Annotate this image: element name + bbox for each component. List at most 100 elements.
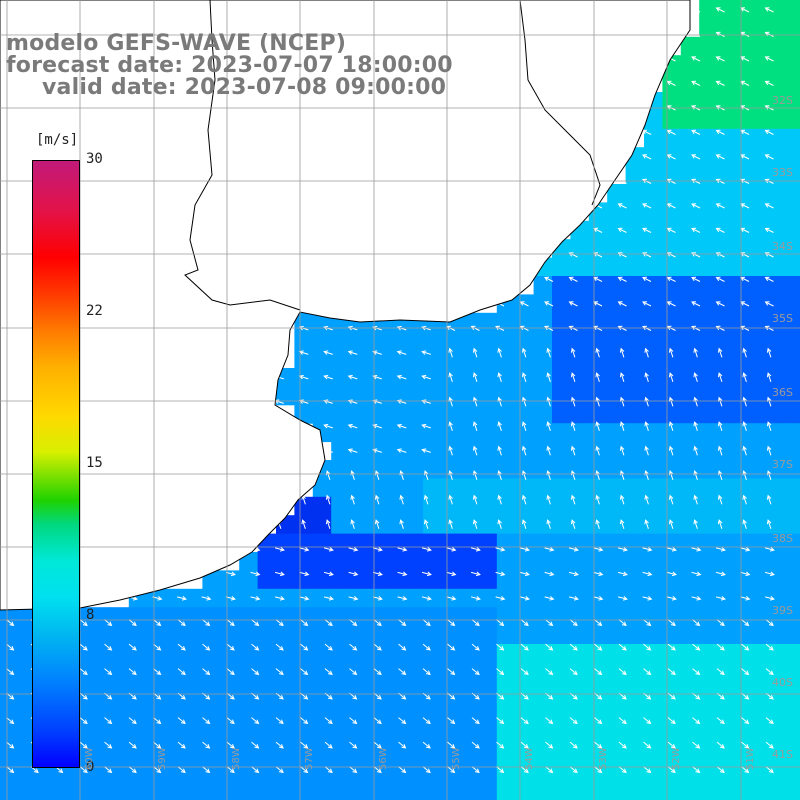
- wind-speed-cell: [772, 515, 792, 535]
- wind-speed-cell: [644, 772, 663, 792]
- wind-arrow: [544, 596, 555, 601]
- wind-arrow-shaft: [691, 32, 701, 37]
- wind-arrow: [397, 547, 408, 552]
- wind-arrow-shaft: [571, 520, 576, 529]
- wind-arrow: [716, 766, 725, 774]
- wind-arrow: [324, 717, 333, 725]
- wind-arrow-shaft: [302, 520, 306, 529]
- wind-arrow: [202, 717, 211, 725]
- wind-arrow-shaft: [79, 717, 88, 724]
- wind-arrow-head: [156, 670, 162, 676]
- wind-arrow-head: [742, 421, 747, 427]
- wind-arrow: [618, 619, 627, 627]
- wind-speed-cell: [368, 625, 387, 645]
- wind-arrow-head: [548, 646, 554, 651]
- wind-speed-cell: [368, 717, 387, 737]
- wind-speed-cell: [754, 73, 774, 93]
- wind-speed-cell: [460, 368, 479, 387]
- wind-arrow-head: [229, 744, 235, 749]
- wind-arrow-shaft: [716, 32, 725, 37]
- wind-arrow: [741, 668, 750, 676]
- wind-arrow-head: [572, 621, 578, 627]
- wind-arrow-head: [521, 347, 527, 353]
- wind-arrow: [740, 571, 751, 577]
- wind-arrow-shaft: [765, 81, 774, 86]
- wind-arrow: [642, 227, 652, 233]
- wind-arrow-head: [377, 571, 383, 577]
- wind-arrow: [201, 596, 212, 601]
- wind-arrow-shaft: [397, 424, 407, 429]
- wind-arrow: [693, 421, 698, 431]
- wind-arrow: [568, 325, 578, 331]
- wind-arrow-shaft: [617, 596, 628, 600]
- wind-speed-cell: [644, 147, 663, 167]
- wind-speed-cell: [294, 331, 314, 351]
- wind-speed-cell: [552, 460, 571, 479]
- wind-speed-cell: [607, 662, 627, 682]
- wind-arrow-head: [670, 646, 676, 651]
- wind-arrow-shaft: [740, 203, 750, 209]
- wind-speed-cell: [460, 699, 479, 719]
- wind-speed-cell: [680, 257, 700, 277]
- lagoon-outline: [519, 0, 601, 206]
- wind-arrow-head: [570, 421, 576, 427]
- wind-speed-cell: [736, 257, 755, 277]
- wind-arrow-shaft: [716, 203, 725, 209]
- wind-arrow-head: [475, 596, 481, 601]
- wind-arrow-head: [9, 744, 15, 749]
- wind-arrow: [764, 301, 774, 307]
- wind-arrow-shaft: [372, 596, 383, 600]
- wind-speed-cell: [680, 239, 700, 259]
- wind-arrow-shaft: [620, 348, 625, 358]
- wind-speed-cell: [184, 717, 203, 737]
- wind-arrow: [348, 596, 359, 601]
- wind-speed-cell: [754, 239, 774, 259]
- wind-arrow-head: [131, 621, 137, 627]
- wind-speed-cell: [184, 791, 203, 800]
- wind-arrow-head: [572, 646, 578, 651]
- wind-arrow: [692, 741, 701, 749]
- wind-arrow: [741, 741, 750, 749]
- wind-arrow-shaft: [447, 717, 455, 724]
- wind-speed-cell: [386, 349, 406, 369]
- wind-speed-cell: [257, 699, 277, 719]
- wind-arrow: [595, 494, 600, 505]
- wind-arrow: [398, 741, 407, 749]
- wind-speed-cell: [754, 515, 774, 535]
- wind-arrow: [764, 129, 774, 135]
- wind-speed-cell: [92, 625, 111, 645]
- wind-arrow-shaft: [202, 668, 210, 675]
- wind-arrow-shaft: [397, 596, 407, 600]
- lon-label: 58W: [231, 747, 242, 770]
- wind-arrow-head: [644, 494, 649, 500]
- wind-arrow: [570, 372, 576, 382]
- wind-arrow-head: [303, 670, 309, 676]
- wind-arrow-head: [598, 571, 604, 577]
- wind-speed-cell: [478, 791, 498, 800]
- wind-arrow-head: [523, 621, 529, 627]
- wind-arrow: [692, 643, 701, 651]
- wind-arrow-head: [546, 494, 551, 500]
- wind-speed-cell: [184, 625, 203, 645]
- wind-arrow-shaft: [618, 277, 627, 282]
- wind-arrow-head: [401, 768, 407, 774]
- wind-arrow-shaft: [620, 520, 625, 529]
- wind-arrow: [495, 596, 506, 601]
- wind-arrow-head: [82, 646, 88, 651]
- wind-arrow: [372, 423, 382, 429]
- wind-arrow-shaft: [79, 741, 88, 749]
- wind-arrow-shaft: [694, 373, 698, 382]
- wind-arrow-head: [230, 571, 236, 577]
- wind-arrow-shaft: [498, 348, 502, 358]
- wind-arrow: [617, 547, 628, 552]
- wind-speed-cell: [147, 736, 167, 755]
- wind-speed-cell: [423, 349, 443, 369]
- wind-arrow-shaft: [397, 375, 407, 380]
- wind-speed-cell: [533, 533, 553, 553]
- wind-speed-cell: [423, 552, 443, 571]
- wind-arrow-shaft: [618, 228, 627, 233]
- wind-speed-cell: [349, 754, 369, 774]
- wind-arrow-shaft: [324, 766, 333, 773]
- wind-arrow-head: [303, 719, 309, 725]
- wind-arrow: [472, 494, 478, 505]
